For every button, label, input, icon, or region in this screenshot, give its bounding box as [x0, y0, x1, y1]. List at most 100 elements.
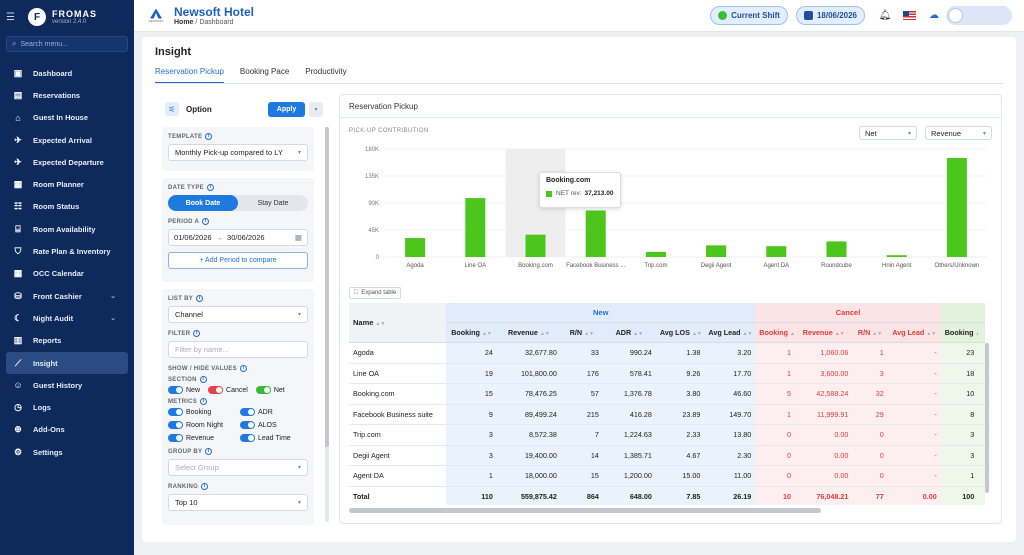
sidebar-item-room-availability[interactable]: ⌸ Room Availability — [0, 218, 134, 240]
apply-button[interactable]: Apply — [268, 102, 305, 117]
toggle-revenue[interactable] — [168, 434, 183, 442]
net-col-header[interactable]: Revenue▲▼ — [978, 322, 985, 343]
option-scrollbar[interactable] — [325, 127, 329, 522]
list-by-select[interactable]: Channel ▾ — [168, 306, 308, 323]
ranking-select[interactable]: Top 10 ▾ — [168, 494, 308, 511]
sidebar-item-guest-in-house[interactable]: ⌂ Guest In House — [0, 107, 134, 129]
section-dropdown[interactable]: Net ▾ — [859, 126, 917, 140]
new-col-header[interactable]: R/N ▲▼ — [560, 322, 603, 343]
cancel-cell: 0 — [755, 424, 795, 446]
status-icon: ☷ — [13, 201, 23, 212]
sidebar-item-logs[interactable]: ◷ Logs — [0, 396, 134, 418]
tab-reservation-pickup[interactable]: Reservation Pickup — [155, 67, 224, 84]
cancel-cell: 1 — [852, 342, 888, 364]
net-cell: 8,572 — [978, 424, 985, 446]
cancel-col-header[interactable]: Avg Lead ▲▼ — [887, 322, 941, 343]
new-cell: 19 — [446, 363, 497, 384]
new-col-header[interactable]: Booking ▲▼ — [446, 322, 497, 343]
metric-toggles: Booking ADR Room Night ALOS Revenue Lead… — [168, 408, 308, 442]
sidebar-item-front-cashier[interactable]: ⛁ Front Cashier ⌄ — [0, 285, 134, 307]
sidebar-item-guest-history[interactable]: ☺ Guest History — [0, 374, 134, 396]
net-cell: 1 — [940, 465, 979, 487]
breadcrumb-home[interactable]: Home — [174, 19, 194, 26]
add-period-button[interactable]: + Add Period to compare — [168, 252, 308, 269]
sidebar-item-expected-arrival[interactable]: ✈ Expected Arrival — [0, 129, 134, 151]
new-col-header[interactable]: Avg Lead ▲▼ — [704, 322, 756, 343]
cancel-col-header[interactable]: R/N ▲▼ — [852, 322, 888, 343]
toggle-booking[interactable] — [168, 408, 183, 416]
new-cell: 648.00 — [602, 485, 656, 505]
cancel-cell: 3,600.00 — [795, 363, 853, 384]
bar-booking-com[interactable] — [525, 234, 546, 257]
bar-agoda[interactable] — [405, 238, 426, 257]
bar-hnin-agent[interactable] — [886, 255, 907, 257]
new-cell: 4.67 — [655, 445, 705, 466]
sidebar-item-expected-departure[interactable]: ✈ Expected Departure — [0, 151, 134, 173]
sidebar-item-night-audit[interactable]: ☾ Night Audit ⌄ — [0, 307, 134, 329]
cancel-col-header[interactable]: Booking▲▼ — [755, 322, 795, 343]
book-date-option[interactable]: Book Date — [168, 195, 238, 211]
bar-degii-agent[interactable] — [706, 245, 727, 257]
user-menu[interactable] — [946, 6, 1012, 25]
name-header[interactable]: Name ▲▼ — [349, 303, 447, 343]
net-col-header[interactable]: Booking▲▼ — [940, 322, 979, 343]
tab-productivity[interactable]: Productivity — [305, 67, 347, 76]
chevron-down-icon: ▾ — [314, 107, 318, 113]
cancel-col-header[interactable]: Revenue ▲▼ — [795, 322, 853, 343]
toggle-lead-time[interactable] — [240, 434, 255, 442]
bell-icon[interactable]: 🔔︎ — [878, 10, 892, 21]
sidebar-item-reservations[interactable]: ▤ Reservations — [0, 84, 134, 106]
sidebar-item-rate-plan-inventory[interactable]: ⛉ Rate Plan & Inventory — [0, 240, 134, 262]
toggle-net[interactable] — [255, 386, 271, 394]
toggle-alos[interactable] — [240, 421, 255, 429]
breadcrumb-current: Dashboard — [199, 19, 234, 26]
menu-search-input[interactable]: ⌕ Search menu... — [6, 36, 128, 52]
new-cell: 149.70 — [704, 404, 756, 425]
support-icon[interactable]: ☁ — [929, 10, 939, 21]
sort-icon: ▲▼ — [975, 331, 978, 337]
sidebar-item-settings[interactable]: ⚙ Settings — [0, 441, 134, 463]
new-cell: 3 — [446, 445, 497, 466]
sidebar-item-reports[interactable]: ▥ Reports — [0, 330, 134, 352]
new-col-header[interactable]: Revenue ▲▼ — [496, 322, 561, 343]
new-col-header[interactable]: Avg LOS ▲▼ — [655, 322, 705, 343]
toggle-cancel[interactable] — [208, 386, 224, 394]
cancel-cell: 0.00 — [795, 465, 853, 487]
sidebar-item-occ-calendar[interactable]: ▦ OCC Calendar — [0, 263, 134, 285]
insight-tabs: Reservation Pickup Booking Pace Producti… — [155, 67, 363, 84]
bar-facebook-business-[interactable] — [585, 210, 606, 257]
table-horizontal-scrollbar[interactable] — [349, 508, 821, 513]
sidebar-item-room-planner[interactable]: ▦ Room Planner — [0, 173, 134, 195]
sidebar-item-insight[interactable]: ⟋ Insight — [6, 351, 128, 375]
toggle-adr[interactable] — [240, 408, 255, 416]
bar-others-unknown[interactable] — [946, 158, 967, 257]
expand-table-button[interactable]: ⛶ Expand table — [349, 287, 402, 299]
tab-booking-pace[interactable]: Booking Pace — [239, 67, 290, 76]
sidebar-item-room-status[interactable]: ☷ Room Status — [0, 196, 134, 218]
sidebar-item-add-ons[interactable]: ⊕ Add-Ons — [0, 419, 134, 441]
cancel-cell: 76,048.21 — [795, 485, 853, 505]
table-vertical-scrollbar[interactable] — [985, 343, 989, 493]
metric-dropdown[interactable]: Revenue ▾ — [925, 126, 992, 140]
option-panel: ⚟ Option Apply ▾ TEMPLATE i Monthly Pick-… — [161, 95, 329, 525]
template-select[interactable]: Monthly Pick-up compared to LY ▾ — [168, 144, 308, 161]
language-flag-icon[interactable] — [903, 11, 916, 20]
group-by-select[interactable]: Select Group ▾ — [168, 459, 308, 476]
business-date-button[interactable]: 18/06/2026 — [795, 6, 865, 25]
period-date-range[interactable]: 01/06/2026 → 30/06/2026 ▦ — [168, 229, 308, 246]
bar-trip-com[interactable] — [645, 251, 666, 257]
toggle-room-night[interactable] — [168, 421, 183, 429]
current-shift-button[interactable]: Current Shift — [710, 6, 788, 25]
bar-line-oa[interactable] — [465, 198, 486, 257]
sidebar-item-dashboard[interactable]: ▣ Dashboard — [0, 62, 134, 84]
stay-date-option[interactable]: Stay Date — [257, 199, 289, 207]
net-cell: 19,400 — [978, 445, 985, 466]
bar-roundcube[interactable] — [826, 241, 847, 257]
bar-agent-da[interactable] — [766, 246, 787, 257]
new-cell: 1 — [446, 465, 497, 487]
apply-more-button[interactable]: ▾ — [309, 102, 323, 117]
new-col-header[interactable]: ADR ▲▼ — [602, 322, 656, 343]
filter-input[interactable]: Filter by name... — [168, 341, 308, 358]
menu-toggle-icon[interactable]: ☰ — [6, 11, 15, 23]
toggle-new[interactable] — [168, 386, 183, 394]
